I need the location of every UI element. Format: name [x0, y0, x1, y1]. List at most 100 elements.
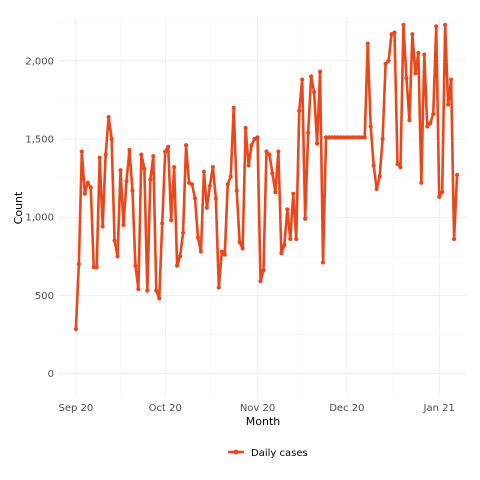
data-point [82, 191, 87, 196]
data-point [243, 125, 248, 131]
data-point [195, 235, 201, 240]
data-point [88, 185, 93, 190]
data-point [85, 180, 90, 185]
data-point [306, 130, 311, 135]
data-point [231, 105, 236, 110]
y-tick-label: 1,000 [25, 213, 54, 224]
data-point [258, 279, 263, 284]
data-point [97, 155, 102, 160]
series-daily-cases [73, 22, 460, 332]
data-point [294, 236, 299, 242]
data-point [359, 135, 364, 140]
data-point [309, 74, 314, 79]
data-point [151, 154, 156, 159]
data-point [225, 182, 230, 187]
data-point [323, 135, 329, 140]
data-point [279, 251, 284, 256]
data-point [246, 163, 251, 168]
data-point [380, 136, 385, 142]
data-point [249, 143, 254, 148]
data-point [434, 24, 439, 29]
x-axis-title: Month [246, 415, 281, 428]
data-point [407, 118, 412, 123]
data-point [386, 58, 391, 63]
data-point [314, 141, 320, 146]
data-point [326, 135, 332, 140]
data-point [228, 174, 233, 179]
y-axis: 0 500 1,000 1,500 2,000 [25, 56, 54, 380]
data-point [267, 152, 272, 157]
data-point [154, 288, 159, 293]
data-point [392, 30, 397, 35]
data-point [312, 89, 317, 95]
data-point [118, 168, 123, 173]
y-tick-label: 500 [35, 291, 54, 302]
data-point [124, 179, 129, 184]
data-point [157, 296, 162, 301]
x-tick-label: Nov 20 [240, 403, 275, 414]
data-point [255, 135, 260, 140]
data-point [341, 135, 346, 140]
data-point [300, 77, 305, 82]
legend-label-daily-cases: Daily cases [251, 448, 308, 459]
data-point [431, 111, 436, 117]
data-point [204, 205, 210, 210]
data-point [338, 135, 344, 140]
data-point [332, 135, 338, 140]
data-point [216, 285, 221, 290]
x-axis: Sep 20 Oct 20 Nov 20 Dec 20 Jan 21 [58, 403, 454, 414]
data-point [76, 261, 81, 267]
y-tick-label: 1,500 [25, 134, 54, 145]
data-point [180, 230, 186, 235]
data-point [329, 135, 335, 140]
series-line-daily-cases [74, 23, 459, 331]
y-tick-label: 2,000 [25, 56, 54, 67]
data-point [73, 326, 78, 332]
data-point [106, 114, 111, 120]
data-point [440, 190, 445, 195]
data-point [451, 236, 457, 242]
y-axis-title: Count [12, 191, 25, 224]
data-point [350, 135, 355, 140]
data-point [261, 268, 266, 273]
data-point [288, 236, 293, 242]
data-point [365, 41, 370, 46]
data-point [198, 249, 204, 254]
data-point [398, 165, 403, 170]
data-point [109, 136, 114, 142]
data-point [353, 135, 358, 140]
data-point [172, 165, 177, 170]
data-point [344, 135, 349, 140]
data-point [112, 238, 117, 243]
data-point [317, 69, 323, 74]
data-point [130, 188, 135, 193]
data-point [428, 121, 433, 126]
data-point [207, 183, 212, 188]
data-point [374, 186, 379, 192]
data-point [291, 191, 296, 196]
data-point [192, 196, 198, 201]
data-point [163, 149, 168, 154]
data-point [79, 149, 84, 154]
data-point [320, 260, 326, 265]
data-point [234, 188, 239, 193]
data-point [362, 135, 367, 140]
data-point [303, 216, 308, 221]
data-point [115, 254, 120, 259]
x-tick-label: Dec 20 [329, 403, 364, 414]
legend: Daily cases [228, 448, 308, 459]
data-point [422, 52, 427, 57]
data-point [419, 180, 424, 185]
legend-key-point [233, 449, 239, 455]
data-point [425, 124, 430, 129]
data-point [410, 32, 415, 37]
data-point [347, 135, 352, 140]
data-point [94, 265, 99, 270]
data-point [121, 222, 126, 228]
data-point [383, 61, 388, 67]
data-point [169, 218, 174, 223]
data-point [401, 22, 406, 27]
data-point [282, 243, 287, 248]
data-point [160, 221, 165, 226]
